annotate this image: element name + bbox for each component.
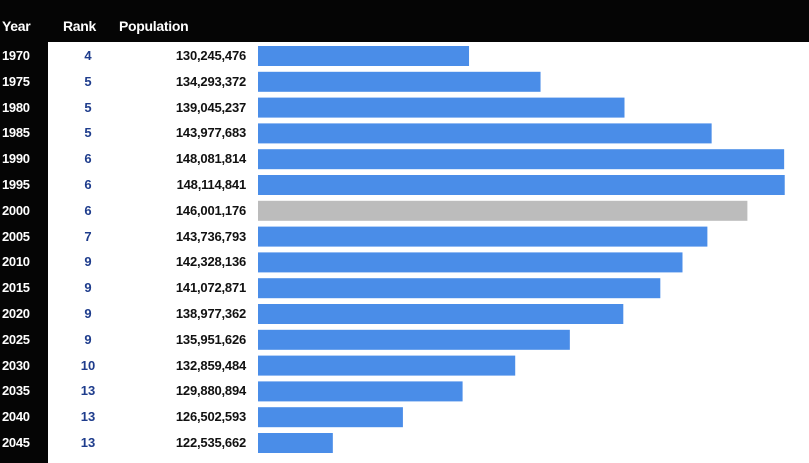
rank-label: 9 bbox=[84, 280, 92, 296]
population-label: 143,736,793 bbox=[175, 228, 246, 244]
population-label: 146,001,176 bbox=[175, 202, 246, 218]
population-bar bbox=[258, 175, 785, 195]
rank-label: 9 bbox=[84, 254, 92, 270]
population-bar bbox=[258, 123, 712, 144]
population-label: 148,081,814 bbox=[175, 151, 246, 167]
population-bar bbox=[258, 97, 625, 118]
year-label: 2010 bbox=[2, 254, 30, 270]
year-label: 1990 bbox=[2, 151, 30, 167]
population-label: 122,535,662 bbox=[175, 435, 246, 450]
year-label: 1980 bbox=[2, 99, 30, 115]
year-label: 2020 bbox=[2, 306, 30, 321]
year-label: 1995 bbox=[2, 177, 30, 192]
population-bar bbox=[258, 304, 624, 324]
population-label: 141,072,871 bbox=[175, 280, 246, 296]
rank-label: 6 bbox=[84, 202, 92, 218]
population-label: 126,502,593 bbox=[175, 409, 246, 425]
population-bar bbox=[258, 278, 661, 299]
population-bar bbox=[258, 46, 470, 66]
population-label: 132,859,484 bbox=[175, 357, 246, 373]
year-label: 1970 bbox=[2, 48, 30, 63]
population-label: 138,977,362 bbox=[175, 306, 246, 321]
rank-label: 6 bbox=[84, 151, 92, 167]
population-label: 148,114,841 bbox=[176, 177, 247, 192]
year-label: 2035 bbox=[2, 383, 30, 399]
population-bar bbox=[258, 381, 463, 402]
population-bar bbox=[258, 433, 333, 453]
rank-label: 5 bbox=[84, 73, 92, 89]
year-label: 2025 bbox=[2, 331, 30, 347]
year-label: 1975 bbox=[2, 73, 30, 89]
year-header: Year bbox=[2, 18, 31, 34]
population-bar bbox=[258, 329, 570, 350]
population-label: 142,328,136 bbox=[175, 254, 246, 270]
rank-label: 9 bbox=[84, 306, 92, 321]
year-column bbox=[0, 42, 48, 463]
population-bar bbox=[258, 149, 785, 170]
year-label: 2005 bbox=[2, 228, 30, 244]
year-label: 1985 bbox=[2, 125, 30, 141]
year-label: 2015 bbox=[2, 280, 30, 296]
rank-label: 10 bbox=[80, 357, 96, 373]
population-header: Population bbox=[119, 18, 189, 34]
population-label: 134,293,372 bbox=[175, 73, 246, 89]
population-bar bbox=[258, 407, 403, 428]
year-label: 2045 bbox=[2, 435, 30, 450]
population-label: 129,880,894 bbox=[175, 383, 246, 399]
rank-label: 5 bbox=[84, 99, 92, 115]
rank-label: 9 bbox=[84, 331, 92, 347]
rank-label: 6 bbox=[84, 177, 92, 192]
rank-label: 4 bbox=[84, 48, 92, 63]
rank-label: 13 bbox=[80, 383, 96, 399]
rank-label: 7 bbox=[84, 228, 92, 244]
population-label: 130,245,476 bbox=[175, 48, 246, 63]
population-bar bbox=[258, 355, 516, 376]
rank-header: Rank bbox=[63, 18, 97, 34]
rank-label: 5 bbox=[84, 125, 92, 141]
population-label: 143,977,683 bbox=[175, 125, 246, 141]
population-bar bbox=[258, 200, 748, 221]
year-label: 2030 bbox=[2, 357, 30, 373]
population-label: 135,951,626 bbox=[175, 331, 246, 347]
population-bar bbox=[258, 226, 708, 247]
year-label: 2040 bbox=[2, 409, 30, 425]
rank-label: 13 bbox=[80, 435, 96, 450]
population-label: 139,045,237 bbox=[175, 99, 246, 115]
population-bar bbox=[258, 252, 683, 273]
year-label: 2000 bbox=[2, 202, 30, 218]
rank-label: 13 bbox=[80, 409, 96, 425]
header-bar bbox=[0, 0, 809, 42]
population-bar bbox=[258, 71, 541, 92]
